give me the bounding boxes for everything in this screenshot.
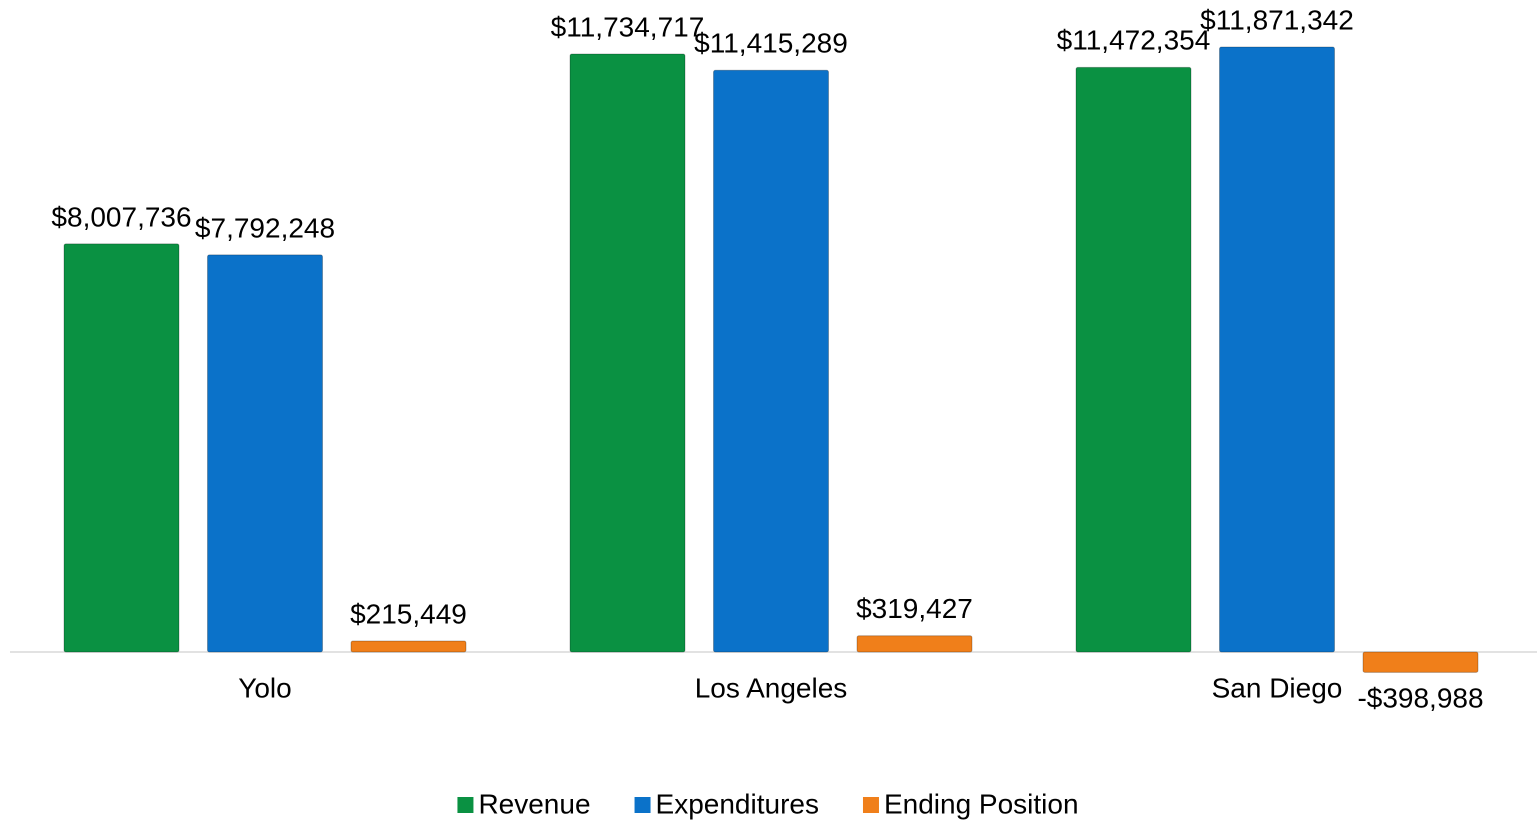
bar — [63, 243, 180, 653]
legend-label: Revenue — [478, 788, 590, 819]
data-label: $215,449 — [350, 598, 467, 629]
legend-swatch — [457, 797, 474, 813]
data-label: $11,734,717 — [551, 11, 705, 42]
bar — [569, 53, 686, 653]
data-label: $11,871,342 — [1200, 4, 1354, 35]
legend-label: Ending Position — [884, 788, 1079, 819]
x-tick-label: San Diego — [1212, 672, 1343, 703]
bar — [1362, 651, 1479, 673]
bar — [856, 635, 973, 653]
bar — [207, 254, 323, 653]
bar — [350, 640, 467, 653]
legend-label: Expenditures — [656, 788, 819, 819]
legend-swatch — [862, 797, 879, 813]
bar — [1219, 46, 1335, 653]
data-label: $8,007,736 — [51, 201, 191, 232]
legend-swatch — [634, 797, 651, 813]
bar — [1075, 66, 1192, 653]
data-label: $11,415,289 — [694, 28, 848, 59]
data-label: $319,427 — [856, 593, 973, 624]
x-tick-label: Los Angeles — [695, 672, 848, 703]
x-tick-label: Yolo — [238, 672, 291, 703]
data-label: -$398,988 — [1357, 682, 1483, 713]
data-label: $11,472,354 — [1057, 25, 1211, 56]
bar — [713, 69, 829, 653]
data-label: $7,792,248 — [195, 212, 335, 243]
